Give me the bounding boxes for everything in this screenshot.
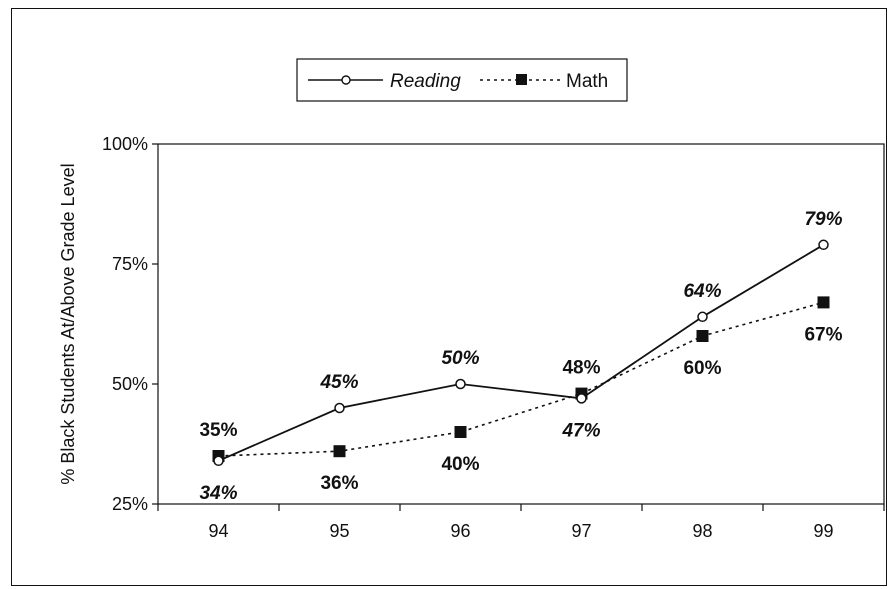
math-data-label: 48%	[562, 358, 600, 379]
x-axis: 94 95 96 97 98 99	[157, 504, 885, 541]
legend: Reading Math	[296, 58, 628, 102]
reading-data-label: 50%	[441, 348, 479, 369]
math-data-label: 35%	[199, 420, 237, 441]
y-axis: 25% 50% 75% 100%	[102, 134, 158, 514]
x-tick-label: 95	[329, 521, 349, 541]
math-point	[696, 330, 709, 342]
math-point	[333, 445, 346, 458]
y-tick-label: 50%	[112, 374, 148, 394]
legend-math-label: Math	[566, 71, 608, 92]
series-reading-line	[218, 244, 824, 462]
x-tick-label: 98	[692, 521, 712, 541]
y-tick-label: 75%	[112, 254, 148, 274]
reading-data-label: 79%	[804, 209, 842, 230]
series-group	[212, 239, 830, 467]
reading-point	[334, 402, 345, 414]
reading-point	[455, 378, 466, 390]
reading-point	[576, 393, 587, 404]
reading-data-label: 34%	[199, 483, 237, 504]
reading-data-label: 45%	[319, 372, 358, 393]
legend-reading-marker	[341, 75, 351, 85]
math-point	[454, 426, 467, 438]
data-labels: 34% 35% 45% 36% 50% 40% 47% 48% 64% 60% 79% 67%	[199, 209, 842, 504]
y-tick-label: 25%	[112, 494, 148, 514]
x-tick-label: 97	[571, 521, 591, 541]
series-math-line	[218, 301, 824, 457]
reading-data-label: 64%	[683, 281, 721, 302]
y-axis-label: % Black Students At/Above Grade Level	[58, 163, 78, 484]
math-data-label: 60%	[683, 358, 721, 379]
legend-reading-label: Reading	[390, 71, 461, 92]
y-tick-label: 100%	[102, 134, 148, 154]
reading-point	[213, 455, 224, 467]
x-tick-label: 99	[813, 521, 833, 541]
reading-point	[697, 311, 708, 323]
math-data-label: 36%	[320, 473, 358, 494]
reading-point	[818, 239, 829, 251]
x-tick-label: 96	[450, 521, 470, 541]
plot-area	[157, 143, 885, 505]
x-tick-label: 94	[208, 521, 228, 541]
math-data-label: 67%	[804, 324, 842, 345]
legend-math-marker	[516, 74, 527, 85]
math-data-label: 40%	[441, 454, 479, 475]
math-point	[817, 296, 830, 309]
reading-data-label: 47%	[561, 420, 600, 441]
